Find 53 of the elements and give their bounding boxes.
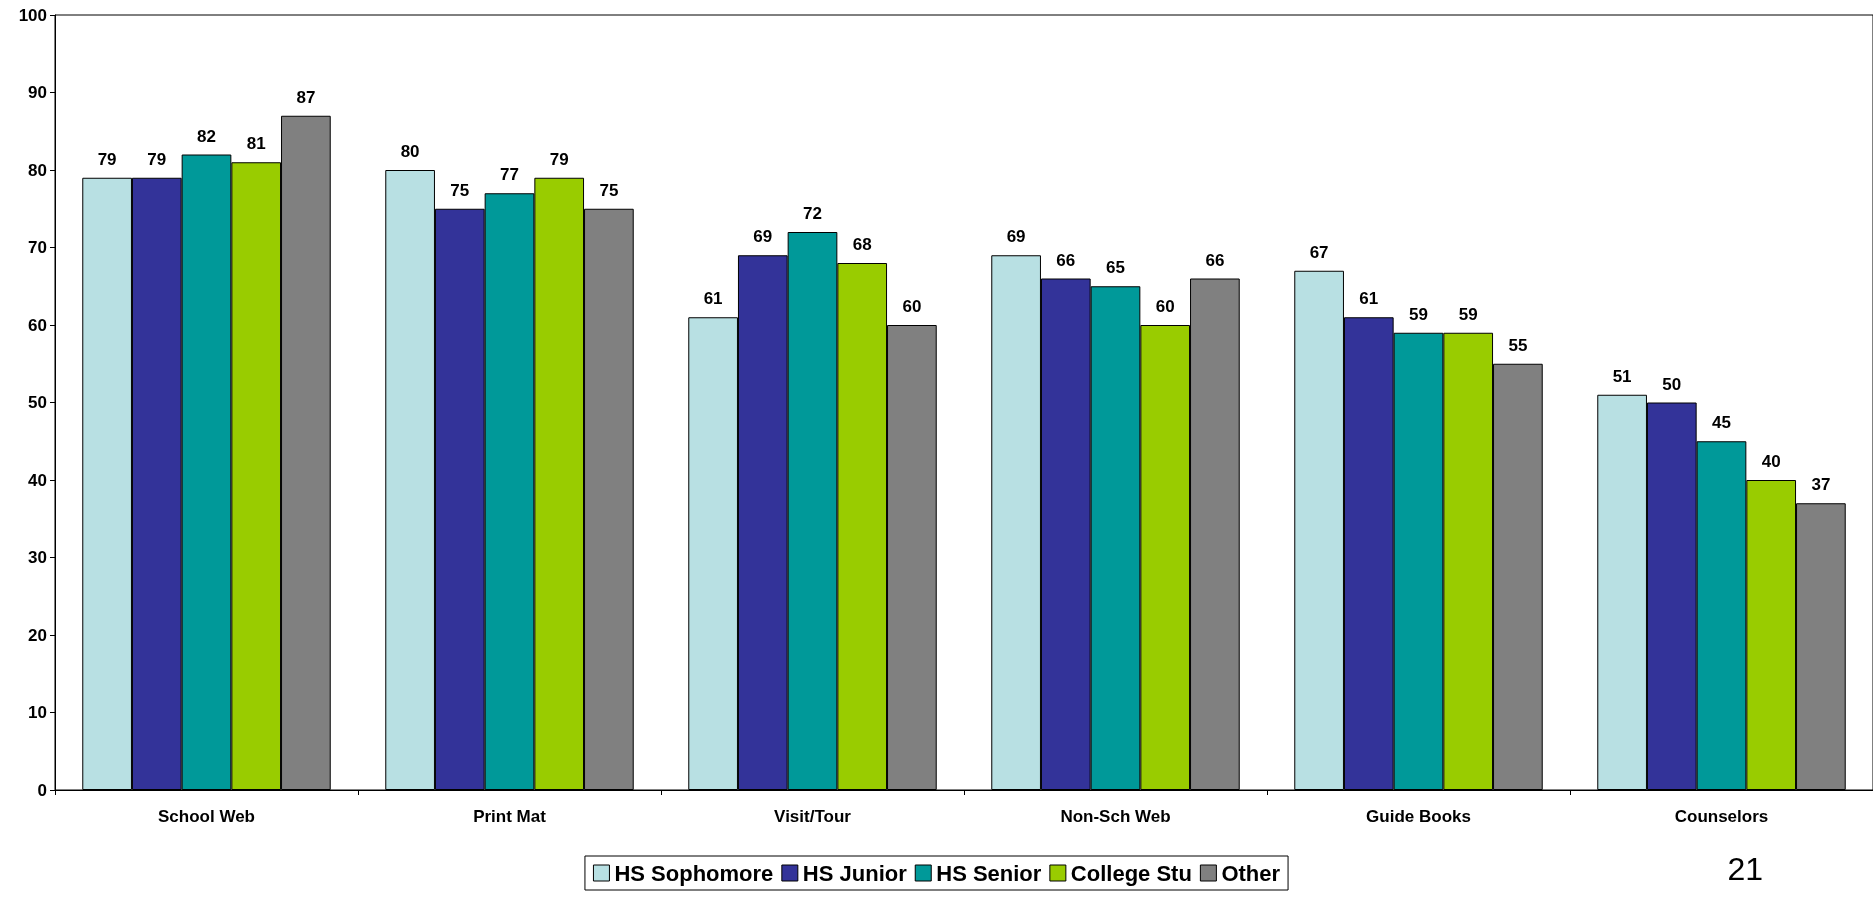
data-label: 59 — [1409, 304, 1428, 324]
legend-label: HS Sophomore — [614, 860, 774, 886]
data-label: 69 — [753, 227, 773, 247]
data-label: 81 — [246, 134, 266, 154]
legend-label: College Stu — [1070, 860, 1192, 886]
data-label: 37 — [1811, 475, 1831, 495]
data-label: 50 — [1662, 374, 1682, 394]
data-label: 61 — [1359, 289, 1379, 309]
y-tick-label: 80 — [28, 160, 47, 180]
data-label: 80 — [400, 142, 420, 161]
y-tick-label: 20 — [28, 625, 47, 645]
data-label: 61 — [703, 289, 723, 309]
data-label: 79 — [549, 149, 569, 169]
data-label: 77 — [500, 165, 519, 185]
x-tick-label: Visit/Tour — [774, 807, 852, 826]
data-label: 75 — [599, 180, 619, 200]
legend-label: Other — [1221, 860, 1281, 886]
legend-label: HS Senior — [936, 860, 1042, 886]
y-tick-label: 10 — [28, 703, 47, 722]
data-label: 69 — [1006, 227, 1026, 247]
data-label: 82 — [197, 126, 216, 146]
data-label: 45 — [1712, 413, 1731, 433]
legend-label: HS Junior — [802, 860, 908, 886]
y-tick-label: 30 — [28, 548, 47, 567]
y-tick-label: 100 — [18, 5, 47, 25]
data-label: 72 — [803, 204, 822, 223]
y-tick-label: 50 — [28, 393, 47, 412]
y-tick-label: 60 — [28, 315, 47, 335]
data-label: 60 — [1155, 297, 1175, 316]
data-label: 68 — [852, 235, 872, 254]
x-tick-label: Print Mat — [473, 807, 547, 826]
data-label: 79 — [97, 149, 117, 169]
data-label: 66 — [1205, 250, 1225, 270]
data-label: 66 — [1056, 250, 1076, 270]
x-tick-label: Non-Sch Web — [1060, 807, 1171, 826]
data-label: 60 — [902, 297, 922, 316]
data-label: 65 — [1106, 258, 1125, 278]
data-label: 40 — [1761, 452, 1781, 471]
data-label: 55 — [1508, 335, 1528, 355]
y-tick-label: 0 — [37, 780, 47, 800]
data-label: 51 — [1612, 366, 1632, 386]
data-label: 75 — [450, 180, 470, 200]
x-tick-label: Guide Books — [1366, 807, 1471, 826]
y-tick-label: 70 — [28, 238, 47, 257]
data-label: 67 — [1309, 242, 1329, 262]
data-label: 79 — [147, 149, 167, 169]
x-tick-label: School Web — [158, 807, 255, 826]
data-label: 59 — [1458, 304, 1478, 324]
x-tick-label: Counselors — [1674, 807, 1769, 826]
y-tick-label: 40 — [28, 470, 47, 490]
text: 21 — [1727, 851, 1763, 887]
y-tick-label: 90 — [28, 83, 47, 102]
data-label: 87 — [296, 87, 316, 107]
